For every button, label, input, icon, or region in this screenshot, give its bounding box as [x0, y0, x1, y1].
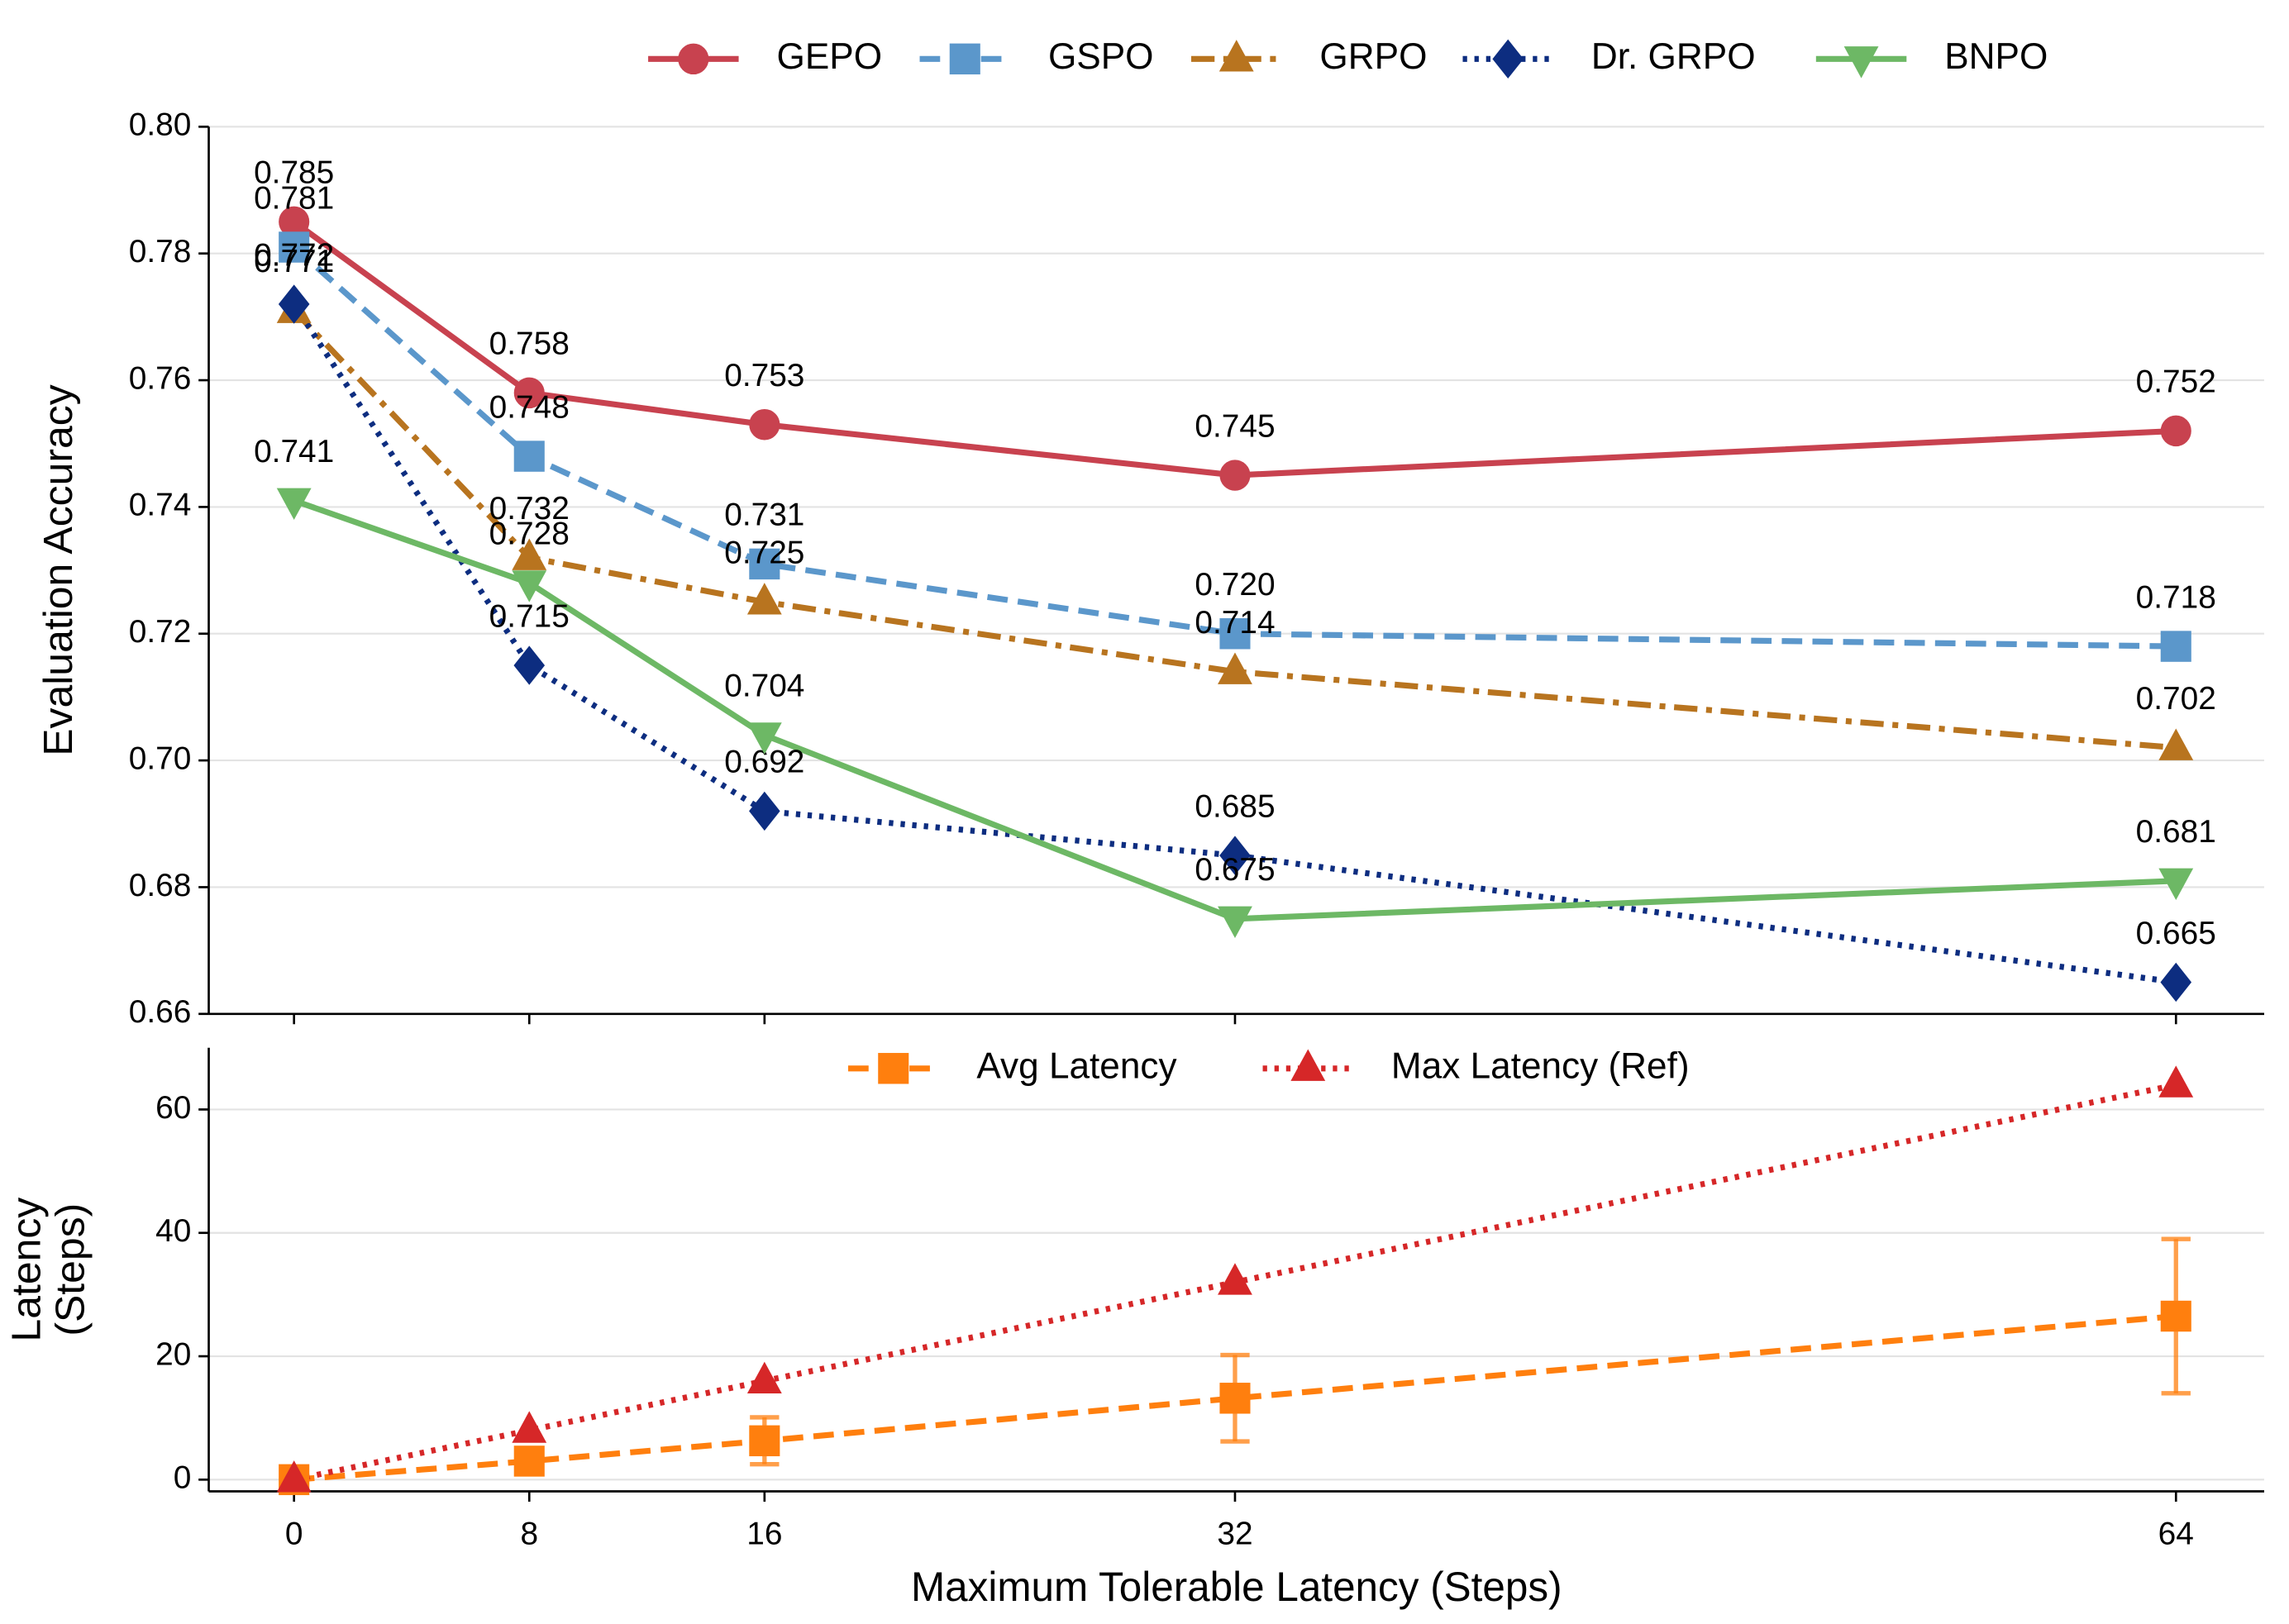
data-point — [2160, 415, 2191, 447]
legend-label: GRPO — [1319, 36, 1427, 77]
value-label: 0.681 — [2136, 814, 2216, 850]
data-point — [749, 791, 780, 831]
data-point — [1219, 836, 1251, 875]
value-label: 0.685 — [1195, 788, 1275, 824]
y-tick-label: 0.76 — [129, 360, 192, 396]
value-label: 0.785 — [254, 155, 334, 190]
y-tick-label: 0.72 — [129, 614, 192, 650]
data-point — [276, 488, 312, 520]
x-axis-title: Maximum Tolerable Latency (Steps) — [911, 1564, 1562, 1610]
data-point — [2160, 1300, 2191, 1332]
legend-label: GEPO — [776, 36, 882, 77]
data-point — [2160, 631, 2191, 662]
x-tick-label: 8 — [520, 1516, 538, 1551]
y-axis-title: (Steps) — [47, 1203, 93, 1336]
y-tick-label: 20 — [155, 1336, 191, 1372]
data-point — [512, 570, 547, 602]
value-label: 0.715 — [489, 598, 570, 634]
y-tick-label: 60 — [155, 1090, 191, 1126]
data-point — [2160, 962, 2192, 1002]
y-tick-label: 0.78 — [129, 234, 192, 269]
legend-marker — [1218, 40, 1254, 72]
y-tick-label: 40 — [155, 1213, 191, 1249]
x-tick-label: 16 — [746, 1516, 782, 1551]
value-label: 0.752 — [2136, 364, 2216, 400]
legend-label: Dr. GRPO — [1591, 36, 1756, 77]
y-tick-label: 0.80 — [129, 107, 192, 143]
value-label: 0.781 — [254, 180, 334, 216]
value-label: 0.665 — [2136, 916, 2216, 951]
data-point — [749, 1425, 780, 1457]
data-point — [746, 583, 782, 615]
legend-marker — [1290, 1049, 1326, 1081]
legend-marker — [678, 43, 709, 75]
data-point — [513, 441, 545, 472]
value-label: 0.758 — [489, 326, 570, 362]
data-point — [1218, 1263, 1252, 1295]
y-tick-label: 0.74 — [129, 488, 192, 523]
data-point — [512, 538, 547, 570]
legend-label: BNPO — [1944, 36, 2048, 77]
y-tick-label: 0.70 — [129, 741, 192, 776]
y-tick-label: 0.68 — [129, 868, 192, 903]
value-label: 0.753 — [724, 358, 804, 393]
value-label: 0.732 — [489, 491, 570, 526]
value-label: 0.771 — [254, 244, 334, 279]
value-label: 0.728 — [489, 517, 570, 552]
data-point — [279, 231, 310, 263]
x-tick-label: 32 — [1217, 1516, 1252, 1551]
data-point — [2158, 1065, 2194, 1098]
data-point — [749, 548, 780, 580]
legend-marker — [949, 43, 980, 75]
y-axis-title: Evaluation Accuracy — [35, 384, 81, 756]
y-tick-label: 0.66 — [129, 994, 192, 1030]
value-label: 0.720 — [1195, 567, 1275, 602]
x-tick-label: 64 — [2158, 1516, 2194, 1551]
data-point — [513, 645, 546, 685]
value-label: 0.714 — [1195, 605, 1275, 641]
data-point — [746, 722, 782, 755]
value-label: 0.748 — [489, 389, 570, 425]
value-label: 0.741 — [254, 434, 334, 469]
value-label: 0.704 — [724, 669, 804, 704]
data-point — [512, 1411, 547, 1443]
x-tick-label: 0 — [285, 1516, 303, 1551]
legend-marker — [1843, 46, 1879, 79]
y-axis-title: Latency — [3, 1198, 50, 1342]
data-point — [276, 1460, 312, 1493]
data-point — [746, 1361, 782, 1394]
data-point — [1219, 460, 1251, 491]
data-point — [2158, 868, 2194, 901]
value-label: 0.718 — [2136, 579, 2216, 615]
legend-label: GSPO — [1048, 36, 1154, 77]
legend-label: Max Latency (Ref) — [1391, 1045, 1690, 1086]
data-point — [513, 377, 545, 409]
legend-marker — [878, 1053, 909, 1084]
data-point — [278, 284, 310, 324]
data-point — [1219, 618, 1251, 650]
data-point — [1218, 652, 1252, 684]
y-tick-label: 0 — [174, 1460, 192, 1496]
data-point — [749, 408, 780, 441]
legend-marker — [1492, 39, 1524, 79]
value-label: 0.725 — [724, 536, 804, 571]
value-label: 0.745 — [1195, 408, 1275, 444]
data-point — [2158, 728, 2194, 760]
data-point — [1219, 1383, 1251, 1414]
legend-label: Avg Latency — [976, 1045, 1177, 1086]
value-label: 0.772 — [254, 237, 334, 273]
value-label: 0.675 — [1195, 852, 1275, 888]
data-point — [1218, 906, 1252, 939]
value-label: 0.731 — [724, 498, 804, 533]
value-label: 0.702 — [2136, 681, 2216, 717]
data-point — [513, 1445, 545, 1477]
